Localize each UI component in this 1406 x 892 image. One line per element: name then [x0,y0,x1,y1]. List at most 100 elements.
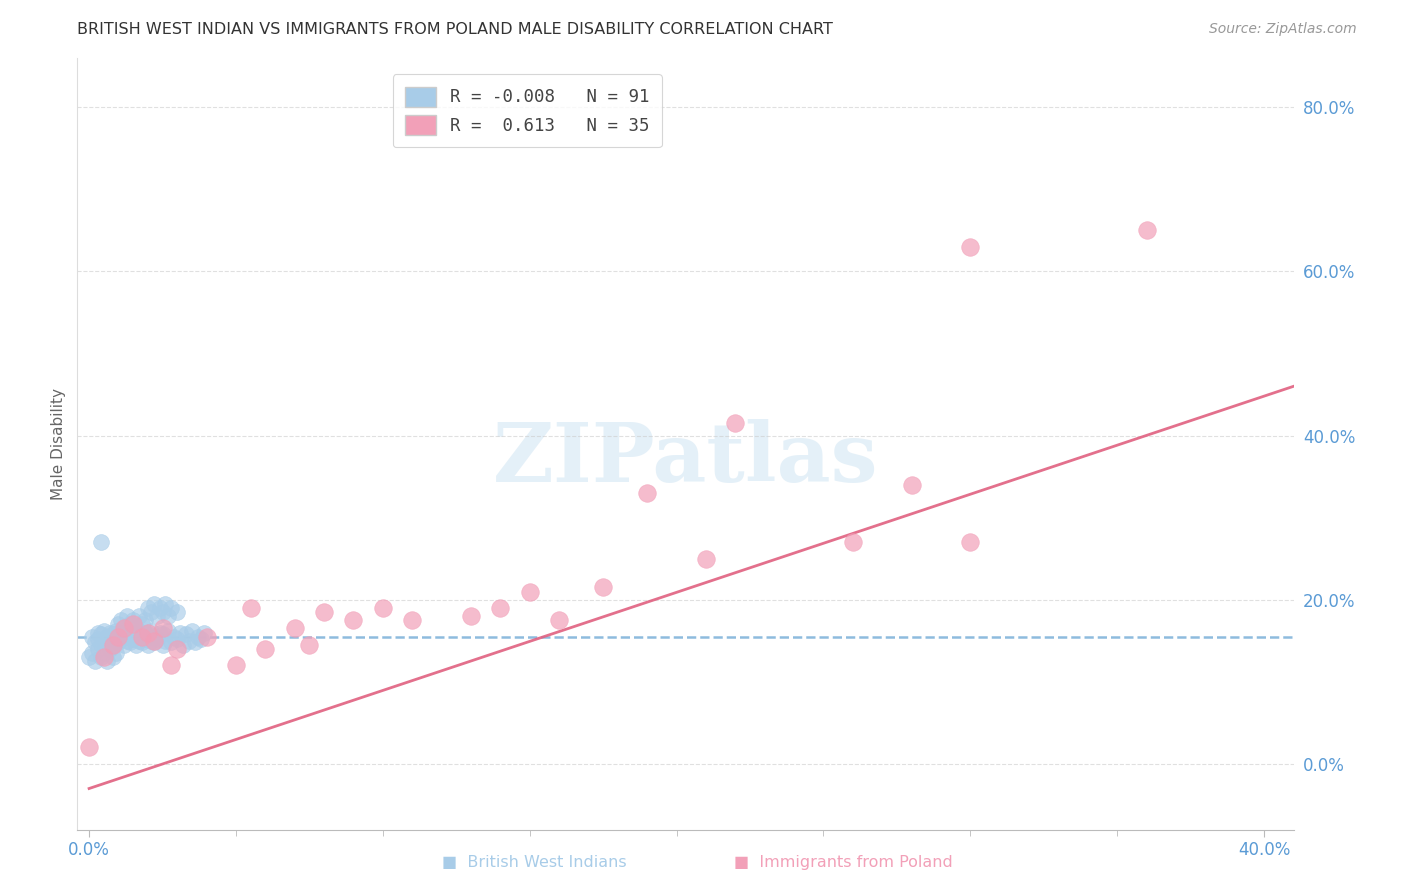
Point [96,630,118,644]
Point [107,630,129,644]
Point [110,613,132,627]
Point [131,635,153,649]
Point [77,740,100,755]
Point [134,632,156,647]
Point [101,638,124,652]
Point [174,627,197,641]
Point [177,633,200,648]
Point [128,609,150,624]
Point [284,622,307,636]
Point [142,630,165,644]
Point [195,630,218,644]
Point [314,605,336,619]
Point [166,605,188,619]
Point [342,613,364,627]
Point [636,486,658,500]
Point [107,630,129,644]
Point [101,627,124,641]
Point [90,627,112,641]
Point [93,624,115,638]
Point [172,638,194,652]
Point [125,638,148,652]
Point [169,625,191,640]
Point [842,535,865,549]
Point [136,638,159,652]
Point [112,627,135,641]
Point [166,632,188,647]
Point [136,601,159,615]
Point [180,624,202,638]
Point [239,601,262,615]
Point [145,609,167,624]
Point [98,642,121,657]
Point [122,625,145,640]
Point [107,617,129,632]
Point [160,635,183,649]
Point [695,551,717,566]
Text: BRITISH WEST INDIAN VS IMMIGRANTS FROM POLAND MALE DISABILITY CORRELATION CHART: BRITISH WEST INDIAN VS IMMIGRANTS FROM P… [77,22,834,37]
Point [96,654,118,668]
Point [139,633,162,648]
Point [149,625,172,640]
Point [104,646,127,660]
Point [136,627,159,641]
Point [93,650,115,665]
Point [136,625,159,640]
Point [149,601,172,615]
Point [120,630,142,644]
Legend: R = -0.008   N = 91, R =  0.613   N = 35: R = -0.008 N = 91, R = 0.613 N = 35 [392,74,662,147]
Point [128,633,150,648]
Point [125,627,148,641]
Point [107,635,129,649]
Point [163,630,186,644]
Point [142,635,165,649]
Point [155,597,177,611]
Text: ZIPatlas: ZIPatlas [492,419,879,500]
Text: Source: ZipAtlas.com: Source: ZipAtlas.com [1209,22,1357,37]
Point [87,632,110,647]
Point [142,597,165,611]
Point [519,584,541,599]
Point [155,633,177,648]
Point [193,625,215,640]
Point [460,609,482,624]
Point [157,609,180,624]
Point [1136,223,1159,237]
Point [110,632,132,647]
Point [371,601,394,615]
Point [592,581,614,595]
Point [187,630,209,644]
Point [122,613,145,627]
Point [80,630,103,644]
Point [190,632,212,647]
Point [84,635,107,649]
Point [125,622,148,636]
Point [225,658,247,673]
Point [254,642,277,657]
Point [139,605,162,619]
Point [101,650,124,665]
Point [489,601,512,615]
Point [134,613,156,627]
Point [112,622,135,636]
Point [77,650,100,665]
Point [117,633,139,648]
Point [152,622,174,636]
Y-axis label: Male Disability: Male Disability [51,388,66,500]
Point [152,638,174,652]
Point [157,624,180,638]
Point [90,535,112,549]
Point [160,658,183,673]
Point [104,633,127,648]
Point [112,622,135,636]
Point [959,535,981,549]
Point [152,605,174,619]
Point [87,625,110,640]
Point [298,638,321,652]
Point [134,625,156,640]
Point [101,638,124,652]
Point [959,240,981,254]
Point [128,624,150,638]
Point [84,654,107,668]
Point [142,633,165,648]
